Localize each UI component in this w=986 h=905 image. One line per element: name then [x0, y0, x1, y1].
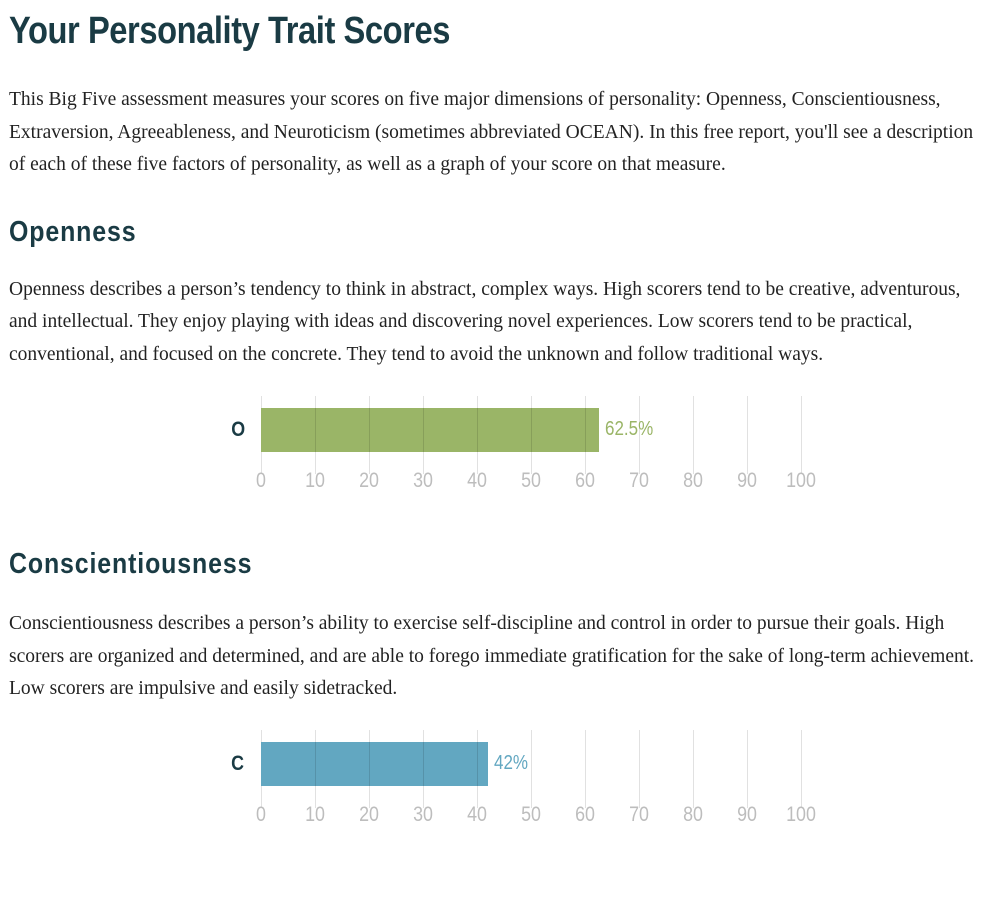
x-tick-label-80: 80 [683, 469, 703, 492]
category-label-c: C [231, 751, 245, 775]
x-tick-label-40: 40 [467, 802, 487, 826]
gridline-80 [693, 396, 694, 474]
bar-gridline-10 [315, 741, 316, 786]
x-tick-label-60: 60 [575, 469, 595, 492]
score-bar-c [261, 741, 488, 786]
intro-paragraph: This Big Five assessment measures your s… [9, 89, 974, 175]
bar-gridline-40 [477, 408, 478, 452]
bar-gridline-30 [423, 408, 424, 452]
x-tick-label-50: 50 [521, 469, 541, 492]
openness-score-chart: O 62.5% 0 10 20 30 40 50 60 70 80 90 100 [9, 396, 816, 506]
x-tick-label-10: 10 [305, 469, 325, 492]
bar-gridline-20 [369, 741, 370, 786]
gridline-90 [747, 396, 748, 474]
x-tick-label-100: 100 [786, 802, 816, 826]
bar-gridline-60 [585, 408, 586, 452]
x-tick-label-50: 50 [521, 802, 541, 826]
category-label-o: O [231, 418, 246, 441]
gridline-80 [693, 729, 694, 808]
x-tick-label-10: 10 [305, 802, 325, 826]
x-tick-label-60: 60 [575, 802, 595, 826]
gridline-70 [639, 396, 640, 474]
x-tick-label-100: 100 [786, 469, 816, 492]
gridline-100 [801, 729, 802, 808]
score-value-label-c: 42% [493, 751, 528, 774]
score-bar-o [261, 408, 599, 452]
page-title: Your Personality Trait Scores [9, 10, 450, 52]
gridline-50 [531, 729, 532, 808]
conscientiousness-description: Conscientiousness describes a person’s a… [9, 613, 975, 699]
x-tick-label-30: 30 [413, 802, 433, 826]
x-tick-label-70: 70 [629, 469, 649, 492]
bar-gridline-30 [423, 741, 424, 786]
bar-gridline-40 [477, 741, 478, 786]
conscientiousness-score-chart: C 42% 0 10 20 30 40 50 60 70 80 90 100 [9, 729, 816, 840]
x-tick-label-20: 20 [359, 469, 379, 492]
openness-description: Openness describes a person’s tendency t… [9, 278, 961, 365]
x-tick-label-80: 80 [683, 802, 703, 826]
x-tick-label-0: 0 [256, 802, 266, 826]
score-value-label-o: 62.5% [604, 418, 653, 440]
report-page: Your Personality Trait Scores This Big F… [9, 10, 975, 840]
x-tick-label-0: 0 [256, 469, 266, 492]
gridline-70 [639, 729, 640, 808]
x-tick-label-20: 20 [359, 802, 379, 826]
conscientiousness-heading: Conscientiousness [9, 548, 253, 580]
x-tick-label-30: 30 [413, 469, 433, 492]
x-tick-label-70: 70 [629, 802, 649, 826]
gridline-90 [747, 729, 748, 808]
bar-gridline-10 [315, 408, 316, 452]
bar-gridline-50 [531, 408, 532, 452]
gridline-60 [585, 729, 586, 808]
x-tick-label-90: 90 [737, 469, 757, 492]
bar-gridline-20 [369, 408, 370, 452]
x-tick-label-90: 90 [737, 802, 757, 826]
x-tick-label-40: 40 [467, 469, 487, 492]
openness-heading: Openness [9, 215, 137, 248]
gridline-100 [801, 396, 802, 474]
